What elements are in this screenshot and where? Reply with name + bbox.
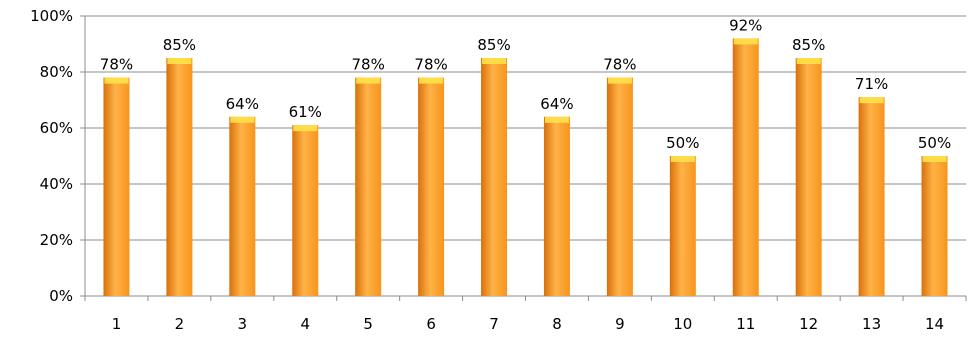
data-label-8: 64% bbox=[540, 95, 573, 113]
bar-cap-5 bbox=[356, 77, 381, 84]
bar-10 bbox=[669, 156, 696, 296]
x-tick-label-5: 5 bbox=[363, 315, 373, 333]
bar-7 bbox=[481, 58, 508, 296]
bar-11 bbox=[732, 38, 759, 297]
x-tick-label-4: 4 bbox=[300, 315, 310, 333]
x-tick-label-7: 7 bbox=[489, 315, 499, 333]
bar-1 bbox=[103, 77, 130, 296]
data-label-3: 64% bbox=[226, 95, 259, 113]
y-tick-label: 0% bbox=[49, 287, 73, 305]
bar-cap-6 bbox=[419, 77, 444, 84]
y-tick-label: 40% bbox=[40, 175, 73, 193]
gridlines bbox=[85, 15, 966, 241]
bar-14 bbox=[921, 156, 948, 296]
data-label-10: 50% bbox=[666, 134, 699, 152]
bar-cap-4 bbox=[293, 125, 318, 132]
bar-cap-12 bbox=[796, 58, 821, 64]
bar-cap-13 bbox=[859, 97, 884, 104]
bar-cap-14 bbox=[922, 156, 947, 162]
data-label-6: 78% bbox=[414, 56, 447, 74]
y-tick-label: 100% bbox=[30, 7, 73, 25]
bar-3 bbox=[229, 116, 256, 296]
bar-12 bbox=[795, 58, 822, 296]
x-tick-label-14: 14 bbox=[925, 315, 944, 333]
bar-9 bbox=[606, 77, 633, 296]
x-tick-label-3: 3 bbox=[238, 315, 248, 333]
bar-cap-10 bbox=[670, 156, 695, 162]
bar-4 bbox=[292, 125, 319, 296]
data-label-12: 85% bbox=[792, 36, 825, 54]
data-label-11: 92% bbox=[729, 16, 762, 34]
data-label-7: 85% bbox=[477, 36, 510, 54]
bar-cap-9 bbox=[607, 77, 632, 84]
bar-cap-3 bbox=[230, 116, 255, 123]
data-label-1: 78% bbox=[100, 56, 133, 74]
data-label-14: 50% bbox=[918, 134, 951, 152]
x-tick-label-6: 6 bbox=[426, 315, 436, 333]
data-label-4: 61% bbox=[289, 103, 322, 121]
bar-cap-11 bbox=[733, 38, 758, 45]
data-label-2: 85% bbox=[163, 36, 196, 54]
bar-6 bbox=[418, 77, 445, 296]
x-tick-label-1: 1 bbox=[112, 315, 122, 333]
x-tick-label-13: 13 bbox=[862, 315, 881, 333]
x-tick-label-12: 12 bbox=[799, 315, 818, 333]
bar-cap-1 bbox=[104, 77, 129, 84]
x-tick-label-11: 11 bbox=[736, 315, 755, 333]
data-label-9: 78% bbox=[603, 56, 636, 74]
bars bbox=[103, 38, 948, 297]
bar-cap-2 bbox=[167, 58, 192, 64]
bar-5 bbox=[355, 77, 382, 296]
y-tick-label: 60% bbox=[40, 119, 73, 137]
x-tick-label-8: 8 bbox=[552, 315, 562, 333]
y-tick-label: 20% bbox=[40, 231, 73, 249]
bar-8 bbox=[543, 116, 570, 296]
bar-cap-8 bbox=[544, 116, 569, 123]
x-tick-label-2: 2 bbox=[175, 315, 185, 333]
x-tick-label-10: 10 bbox=[673, 315, 692, 333]
bar-cap-7 bbox=[482, 58, 507, 64]
data-label-13: 71% bbox=[855, 75, 888, 93]
bar-13 bbox=[858, 97, 885, 296]
data-label-5: 78% bbox=[352, 56, 385, 74]
x-tick-label-9: 9 bbox=[615, 315, 625, 333]
bar-2 bbox=[166, 58, 193, 296]
y-tick-label: 80% bbox=[40, 63, 73, 81]
data-labels: 78% 1 85% 2 64% 3 61% 4 78% 5 78% 6 85% 7 64% 8 78% 9 50% 1… bbox=[100, 16, 951, 333]
